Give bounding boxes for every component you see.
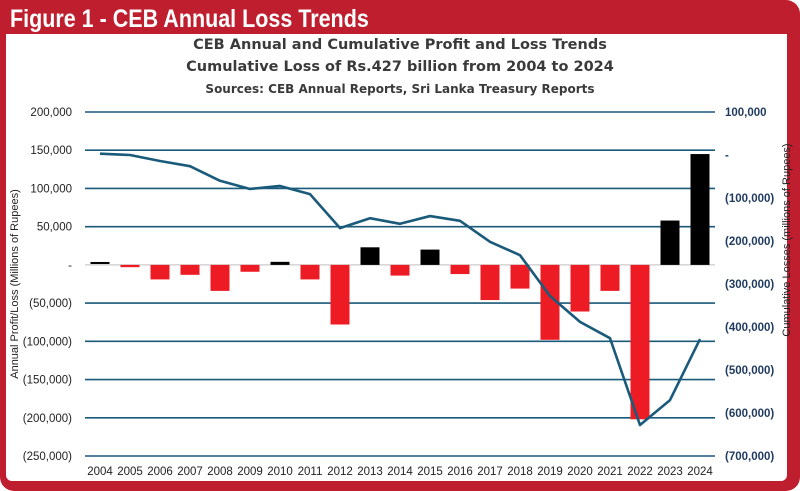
y2-tick-label: (700,000) xyxy=(725,451,774,463)
y-tick-label: (150,000) xyxy=(23,375,72,387)
bar-2016 xyxy=(450,264,470,275)
x-tick-label: 2008 xyxy=(207,466,233,478)
x-tick-label: 2005 xyxy=(117,466,143,478)
bar-2019 xyxy=(540,264,560,340)
x-tick-label: 2020 xyxy=(567,466,593,478)
y2-axis-title: Cumulative Losses (millions of Rupees) xyxy=(781,143,793,336)
x-tick-label: 2007 xyxy=(177,466,203,478)
x-tick-label: 2024 xyxy=(687,466,713,478)
y-tick-label: (50,000) xyxy=(29,298,72,310)
bar-2023 xyxy=(660,220,680,265)
x-tick-label: 2006 xyxy=(147,466,173,478)
y-axis-title: Annual Profit/Loss (Millions of Rupees) xyxy=(9,189,21,379)
bar-2014 xyxy=(390,264,410,276)
cumulative-loss-line xyxy=(99,152,702,427)
x-tick-label: 2021 xyxy=(597,466,623,478)
x-tick-label: 2004 xyxy=(87,466,113,478)
x-tick-label: 2019 xyxy=(537,466,563,478)
x-tick-label: 2013 xyxy=(357,466,383,478)
x-tick-label: 2017 xyxy=(477,466,503,478)
x-tick-label: 2015 xyxy=(417,466,443,478)
y-tick-label: 200,000 xyxy=(30,107,72,119)
bar-2006 xyxy=(150,264,170,280)
x-tick-label: 2011 xyxy=(298,466,323,478)
y-tick-label: - xyxy=(68,260,72,272)
bar-2015 xyxy=(420,249,440,265)
bar-2022 xyxy=(630,264,650,420)
x-tick-label: 2014 xyxy=(387,466,413,478)
y-tick-label: 100,000 xyxy=(30,183,72,195)
chart-subtitle: Cumulative Loss of Rs.427 billion from 2… xyxy=(186,59,614,75)
bar-2011 xyxy=(300,264,320,280)
y2-tick-label: (600,000) xyxy=(725,408,774,420)
bar-2020 xyxy=(570,264,590,312)
y2-tick-label: (300,000) xyxy=(725,279,774,291)
chart-title: CEB Annual and Cumulative Profit and Los… xyxy=(193,37,607,53)
x-tick-label: 2016 xyxy=(447,466,473,478)
y2-tick-label: (400,000) xyxy=(725,322,774,334)
y2-tick-label: (100,000) xyxy=(725,193,774,205)
y2-tick-label: 100,000 xyxy=(725,107,767,119)
y2-tick-label: (200,000) xyxy=(725,236,774,248)
bar-2021 xyxy=(600,264,620,291)
x-tick-label: 2010 xyxy=(267,466,293,478)
bar-2012 xyxy=(330,264,350,325)
chart-source: Sources: CEB Annual Reports, Sri Lanka T… xyxy=(205,82,595,96)
bar-2010 xyxy=(270,261,290,265)
bar-2024 xyxy=(690,154,710,265)
y2-tick-label: (500,000) xyxy=(725,365,774,377)
y-tick-label: (250,000) xyxy=(23,451,72,463)
x-tick-label: 2009 xyxy=(237,466,263,478)
x-tick-label: 2018 xyxy=(507,466,533,478)
bar-2004 xyxy=(90,261,110,264)
bar-2007 xyxy=(180,264,200,275)
y-tick-label: (200,000) xyxy=(23,413,72,425)
bar-2013 xyxy=(360,247,380,265)
y2-tick-label: - xyxy=(725,150,729,162)
bar-2008 xyxy=(210,264,230,291)
chart-panel xyxy=(6,34,787,481)
bar-2009 xyxy=(240,264,260,272)
bar-2018 xyxy=(510,264,530,289)
x-tick-label: 2023 xyxy=(657,466,683,478)
x-tick-label: 2012 xyxy=(327,466,353,478)
figure-label: Figure 1 - CEB Annual Loss Trends xyxy=(10,5,369,33)
x-tick-label: 2022 xyxy=(627,466,653,478)
y-tick-label: 50,000 xyxy=(37,222,72,234)
bar-2017 xyxy=(480,264,500,301)
y-tick-label: 150,000 xyxy=(30,145,72,157)
bar-2005 xyxy=(120,264,140,268)
y-tick-label: (100,000) xyxy=(23,336,72,348)
